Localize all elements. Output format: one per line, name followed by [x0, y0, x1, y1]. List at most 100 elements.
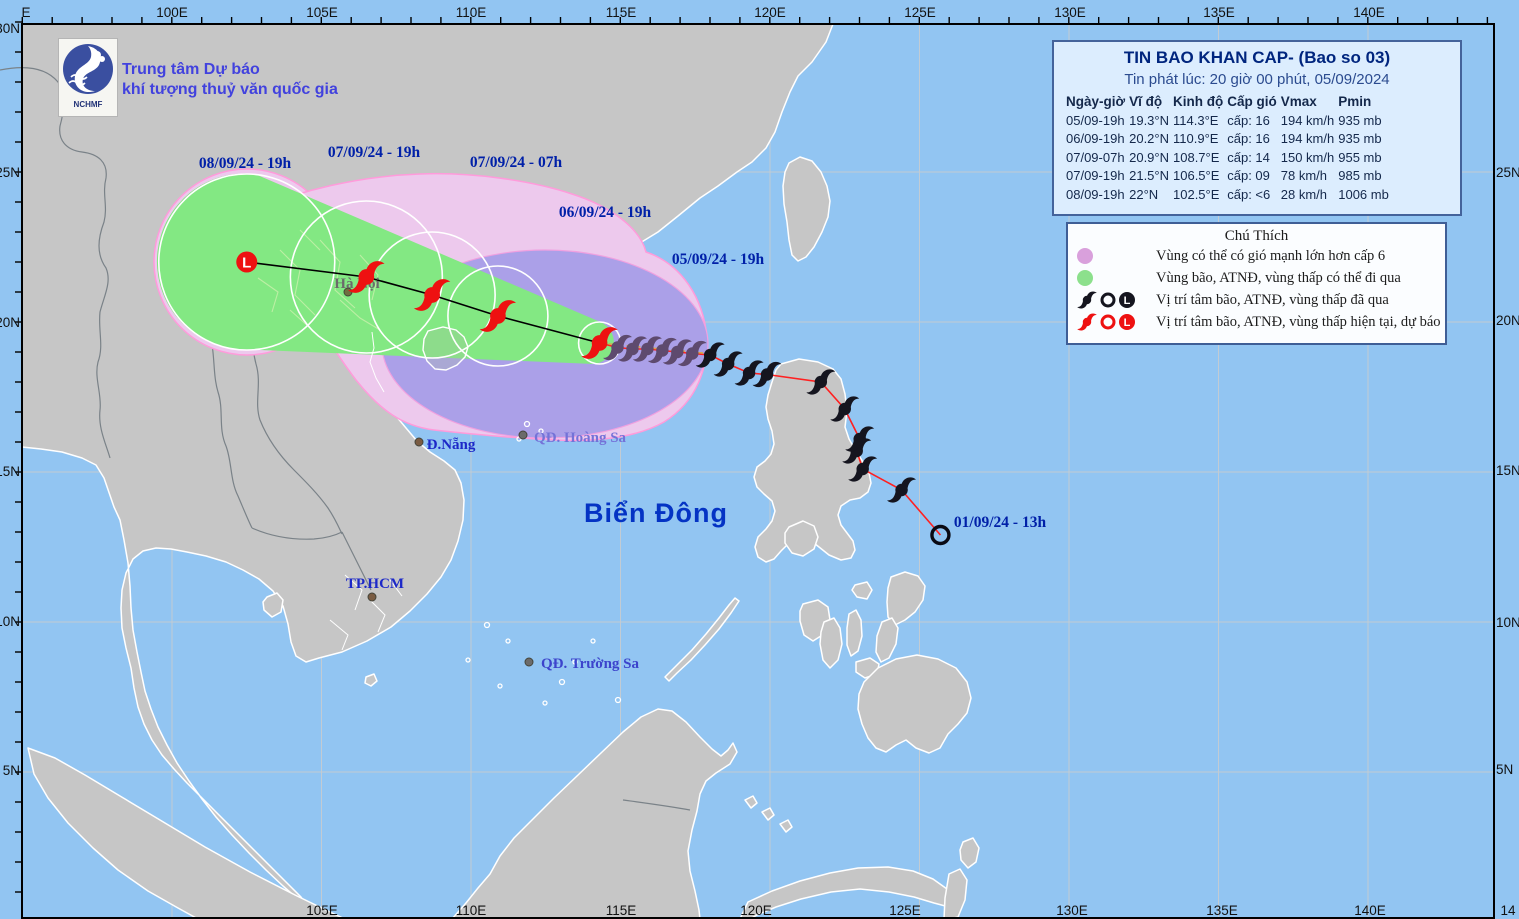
forecast-table-cell: 28 km/h: [1280, 186, 1327, 202]
forecast-table-cell: 194 km/h: [1280, 112, 1335, 128]
forecast-table-cell: 110.9°E: [1173, 131, 1219, 146]
forecast-table-row: 07/09-07h 20.9°N 108.7°E cấp: 14 150 km/h 955…: [1064, 149, 1391, 168]
bulletin-issued: Tin phát lúc: 20 giờ 00 phút, 05/09/2024: [1124, 71, 1390, 88]
axis-label-bottom: 120E: [740, 903, 772, 918]
land-negros: [819, 617, 843, 669]
axis-label-bottom: 115E: [606, 903, 637, 918]
legend-symbol-green-circle-icon: [1076, 269, 1152, 287]
agency-name-line2: khí tượng thuỷ văn quốc gia: [122, 81, 338, 98]
city-dot: [367, 592, 377, 602]
forecast-table-cell: 20.9°N: [1129, 149, 1169, 165]
forecast-table-header: Kinh độ: [1173, 94, 1224, 109]
land-sumatra: [27, 747, 346, 919]
forecast-table-cell: 150 km/h: [1280, 149, 1335, 165]
axis-label-bottom: 105E: [306, 903, 338, 918]
uncertainty-circle: [368, 231, 496, 359]
axis-label-right: 10N: [1496, 615, 1519, 630]
forecast-table-cell: 108.7°E: [1173, 149, 1220, 165]
forecast-table-cell: 114.3°E: [1173, 112, 1219, 128]
land-palawan: [664, 597, 740, 682]
hainan-ghost-outline: [422, 326, 469, 371]
forecast-table-cell: 08/09-19h: [1066, 186, 1125, 202]
forecast-table-cell: 06/09-19h: [1066, 131, 1125, 146]
forecast-table-cell: 194 km/h: [1280, 131, 1335, 146]
legend-item-label: Vùng có thể có gió mạnh lớn hơn cấp 6: [1156, 247, 1386, 264]
legend-item-label: Vị trí tâm bão, ATNĐ, vùng thấp đã qua: [1156, 291, 1389, 308]
land-leyte: [875, 617, 899, 663]
axis-label-bottom: 14: [1500, 903, 1516, 918]
forecast-table-header: Ngày-giờ: [1066, 94, 1126, 109]
axis-label-top: 100E: [156, 5, 188, 20]
land-cebu: [846, 609, 863, 657]
forecast-table-row: 05/09-19h 19.3°N 114.3°E cấp: 16 194 km/h 935…: [1064, 112, 1391, 131]
forecast-table-cell: 935 mb: [1338, 112, 1382, 128]
legend-symbol-current-symbols-icon: L: [1076, 311, 1152, 333]
uncertainty-circle: [289, 200, 444, 354]
axis-label-bottom: 140E: [1354, 903, 1386, 918]
axis-label-top: 140E: [1353, 5, 1385, 20]
land-borneo: [451, 708, 738, 919]
legend-symbol-past-symbols-icon: L: [1076, 289, 1152, 311]
forecast-table-cell: 07/09-07h: [1066, 149, 1125, 165]
uncertainty-circle: [157, 173, 336, 351]
bulletin-title: TIN BAO KHAN CAP- (Bao so 03): [1123, 48, 1391, 67]
forecast-table-cell: 22°N: [1129, 186, 1159, 202]
forecast-table-header: Vmax: [1280, 94, 1317, 109]
axis-label-left: 10N: [0, 614, 20, 629]
legend-item: L Vị trí tâm bão, ATNĐ, vùng thấp hiện tạ…: [1076, 311, 1445, 333]
storm-symbols: L: [236, 251, 951, 546]
land-masbate: [851, 581, 873, 600]
land-sulu-c: [779, 819, 793, 833]
axis-label-bottom: 110E: [456, 903, 487, 918]
land-sulu-a: [744, 795, 758, 809]
forecast-table-header: Pmin: [1338, 94, 1372, 109]
land-sulu-b: [761, 807, 775, 821]
forecast-low-icon: L: [236, 251, 258, 273]
legend-item: Vùng bão, ATNĐ, vùng thấp có thể đi qua: [1076, 267, 1445, 289]
forecast-table: Ngày-giờ Vĩ độ Kinh độ Cấp gió Vmax Pmin 05/0…: [1064, 93, 1391, 204]
track-date-label: 01/09/24 - 13h: [954, 514, 1047, 531]
forecast-table-cell: 102.5°E: [1173, 186, 1220, 202]
forecast-table-cell: cấp: <6: [1227, 186, 1271, 202]
legend-box: Chú Thích Vùng có thể có gió mạnh lớn hơ…: [1066, 222, 1447, 345]
axis-label-bottom: 125E: [889, 903, 921, 918]
bulletin-box: TIN BAO KHAN CAP- (Bao so 03) Tin phát l…: [1052, 40, 1462, 216]
map-border: [21, 23, 1495, 919]
axis-label-top: E: [21, 5, 30, 20]
uncertainty-circles: [157, 173, 622, 367]
past-position-open-circle-icon: [930, 524, 951, 546]
forecast-table-header: Vĩ độ: [1129, 94, 1163, 109]
axis-label-right: 20N: [1496, 313, 1519, 328]
track-date-label: 08/09/24 - 19h: [199, 155, 292, 172]
forecast-table-cell: 21.5°N: [1129, 168, 1169, 183]
agency-name-line1: Trung tâm Dự báo: [122, 61, 260, 78]
legend-title: Chú Thích: [1224, 228, 1289, 244]
forecast-table-cell: 935 mb: [1338, 131, 1382, 146]
track-date-label: 07/09/24 - 07h: [470, 154, 563, 171]
forecast-table-cell: 985 mb: [1338, 168, 1382, 183]
place-label: Đ.Nẵng: [427, 437, 476, 453]
city-dot: [524, 657, 534, 667]
axis-label-top: 135E: [1203, 5, 1235, 20]
forecast-table-cell: cấp: 16: [1227, 131, 1270, 146]
axis-label-top: 130E: [1054, 5, 1086, 20]
legend-item-label: Vùng bão, ATNĐ, vùng thấp có thể đi qua: [1156, 269, 1401, 286]
land-phu-quoc: [262, 592, 284, 618]
place-label: QĐ. Hoàng Sa: [534, 430, 627, 446]
agency-name: Trung tâm Dự báo khí tượng thuỷ văn quốc…: [122, 60, 338, 100]
forecast-table-cell: 19.3°N: [1129, 112, 1169, 128]
place-label: QĐ. Trường Sa: [541, 656, 640, 672]
land-sulawesi-arm: [739, 866, 955, 919]
forecast-table-cell: 07/09-19h: [1066, 168, 1125, 183]
land-taiwan: [782, 156, 831, 262]
forecast-table-cell: 106.5°E: [1173, 168, 1220, 183]
city-dot: [414, 437, 424, 447]
track-date-label: 06/09/24 - 19h: [559, 204, 652, 221]
uncertainty-circle: [447, 265, 549, 367]
land-mindanao: [857, 654, 972, 754]
legend-item-label: Vị trí tâm bão, ATNĐ, vùng thấp hiện tại…: [1156, 313, 1441, 330]
province-borders-south: [329, 331, 403, 651]
forecast-table-row: 07/09-19h 21.5°N 106.5°E cấp: 09 78 km/h 985 …: [1064, 167, 1391, 186]
